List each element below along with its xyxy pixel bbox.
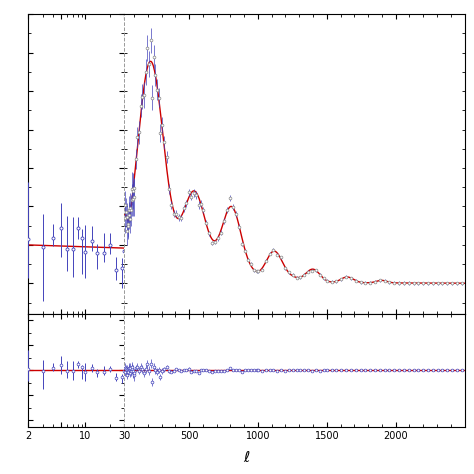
- Text: $\ell$: $\ell$: [243, 449, 250, 465]
